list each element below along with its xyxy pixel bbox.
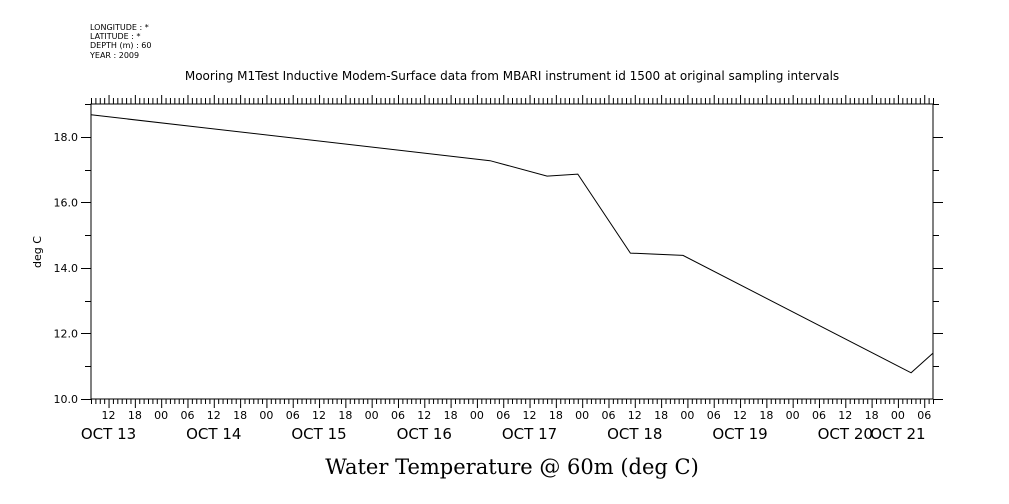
x-tick-label: 06 bbox=[601, 409, 615, 422]
y-tick-label: 14.0 bbox=[54, 262, 79, 275]
x-tick-labels: 12 18 00 06 12 18 00 06 12 18 00 06 12 18 00 06 12 18 00 06… bbox=[102, 409, 932, 422]
x-date-labels: OCT 13 OCT 14 OCT 15 OCT 16 OCT 17 OCT 18 OCT … bbox=[81, 425, 926, 443]
x-tick-label: 12 bbox=[207, 409, 221, 422]
axis-ticks bbox=[81, 95, 943, 408]
x-tick-label: 06 bbox=[286, 409, 300, 422]
x-tick-label: 12 bbox=[733, 409, 747, 422]
plot-frame bbox=[90, 103, 934, 400]
temperature-series-line bbox=[90, 114, 934, 374]
x-date-label: OCT 21 bbox=[870, 425, 925, 443]
x-date-label: OCT 17 bbox=[502, 425, 557, 443]
y-tick-label: 12.0 bbox=[54, 327, 79, 340]
x-tick-label: 00 bbox=[365, 409, 379, 422]
x-tick-label: 06 bbox=[180, 409, 194, 422]
x-date-label: OCT 16 bbox=[397, 425, 452, 443]
x-date-label: OCT 18 bbox=[607, 425, 662, 443]
x-axis-label: Water Temperature @ 60m (deg C) bbox=[325, 455, 699, 479]
x-tick-label: 06 bbox=[707, 409, 721, 422]
x-tick-label: 12 bbox=[838, 409, 852, 422]
x-tick-label: 06 bbox=[496, 409, 510, 422]
chart-title: Mooring M1Test Inductive Modem-Surface d… bbox=[185, 69, 839, 83]
x-tick-label: 00 bbox=[154, 409, 168, 422]
x-tick-label: 18 bbox=[233, 409, 247, 422]
x-tick-label: 06 bbox=[917, 409, 931, 422]
x-tick-label: 06 bbox=[812, 409, 826, 422]
x-tick-label: 00 bbox=[891, 409, 905, 422]
x-date-label: OCT 20 bbox=[818, 425, 873, 443]
y-tick-label: 18.0 bbox=[54, 131, 79, 144]
metadata-longitude: LONGITUDE : * bbox=[90, 23, 149, 32]
x-tick-label: 12 bbox=[102, 409, 116, 422]
x-date-label: OCT 15 bbox=[291, 425, 346, 443]
metadata-block: LONGITUDE : * LATITUDE : * DEPTH (m) : 6… bbox=[89, 23, 151, 60]
x-tick-label: 12 bbox=[628, 409, 642, 422]
x-tick-label: 12 bbox=[523, 409, 537, 422]
x-tick-label: 12 bbox=[417, 409, 431, 422]
x-tick-label: 18 bbox=[865, 409, 879, 422]
x-date-label: OCT 19 bbox=[712, 425, 767, 443]
x-tick-label: 00 bbox=[259, 409, 273, 422]
x-tick-label: 18 bbox=[128, 409, 142, 422]
x-tick-label: 18 bbox=[759, 409, 773, 422]
x-date-label: OCT 14 bbox=[186, 425, 241, 443]
y-tick-label: 16.0 bbox=[54, 196, 79, 209]
x-tick-label: 18 bbox=[549, 409, 563, 422]
x-tick-label: 00 bbox=[575, 409, 589, 422]
y-axis-label: deg C bbox=[31, 236, 44, 268]
x-tick-label: 18 bbox=[444, 409, 458, 422]
metadata-year: YEAR : 2009 bbox=[89, 51, 139, 60]
y-tick-labels: 10.0 12.0 14.0 16.0 18.0 bbox=[54, 131, 79, 406]
x-tick-label: 00 bbox=[470, 409, 484, 422]
y-tick-label: 10.0 bbox=[54, 393, 79, 406]
x-tick-label: 00 bbox=[680, 409, 694, 422]
x-date-label: OCT 13 bbox=[81, 425, 136, 443]
metadata-latitude: LATITUDE : * bbox=[90, 32, 140, 41]
x-tick-label: 18 bbox=[338, 409, 352, 422]
x-tick-label: 12 bbox=[312, 409, 326, 422]
metadata-depth: DEPTH (m) : 60 bbox=[90, 41, 151, 50]
x-tick-label: 06 bbox=[391, 409, 405, 422]
x-tick-label: 00 bbox=[786, 409, 800, 422]
x-tick-label: 18 bbox=[654, 409, 668, 422]
